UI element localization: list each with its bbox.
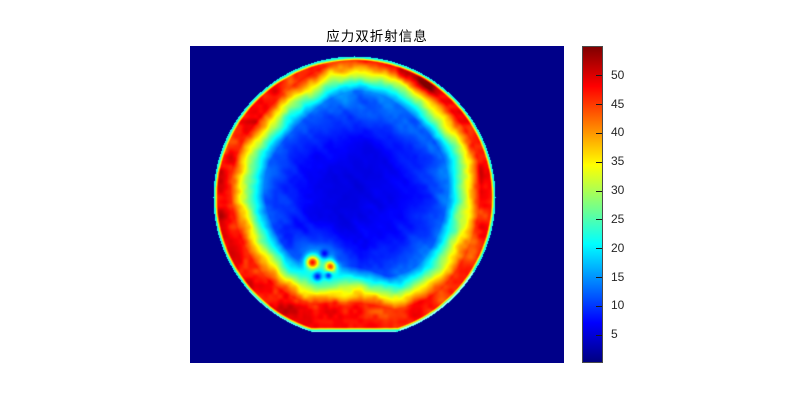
colorbar-tick-mark — [596, 305, 602, 307]
colorbar-tick-label: 40 — [611, 125, 625, 140]
colorbar-tick-label: 10 — [611, 298, 625, 313]
colorbar-tick-label: 20 — [611, 240, 625, 255]
colorbar-tick-label: 15 — [611, 269, 625, 284]
heatmap-canvas — [190, 46, 564, 363]
colorbar-tick-mark — [596, 104, 602, 106]
colorbar-tick-mark — [596, 277, 602, 279]
colorbar-tick-label: 45 — [611, 96, 625, 111]
colorbar-tick-mark — [596, 190, 602, 192]
colorbar-tick-label: 5 — [611, 327, 618, 342]
colorbar-tick-mark — [596, 132, 602, 134]
colorbar-tick-mark — [596, 219, 602, 221]
colorbar-tick-label: 30 — [611, 183, 625, 198]
colorbar-tick-mark — [596, 248, 602, 250]
colorbar-tick-mark — [596, 334, 602, 336]
colorbar-tick-mark — [596, 161, 602, 163]
chart-title: 应力双折射信息 — [326, 29, 428, 44]
colorbar-tick-mark — [596, 75, 602, 77]
colorbar-gradient — [583, 47, 602, 362]
colorbar-tick-label: 25 — [611, 211, 625, 226]
colorbar — [582, 46, 603, 363]
colorbar-labels: 5 10 15 20 25 30 35 40 45 50 — [611, 46, 656, 363]
colorbar-tick-label: 35 — [611, 154, 625, 169]
heatmap-axes — [190, 46, 564, 363]
colorbar-tick-label: 50 — [611, 67, 625, 82]
